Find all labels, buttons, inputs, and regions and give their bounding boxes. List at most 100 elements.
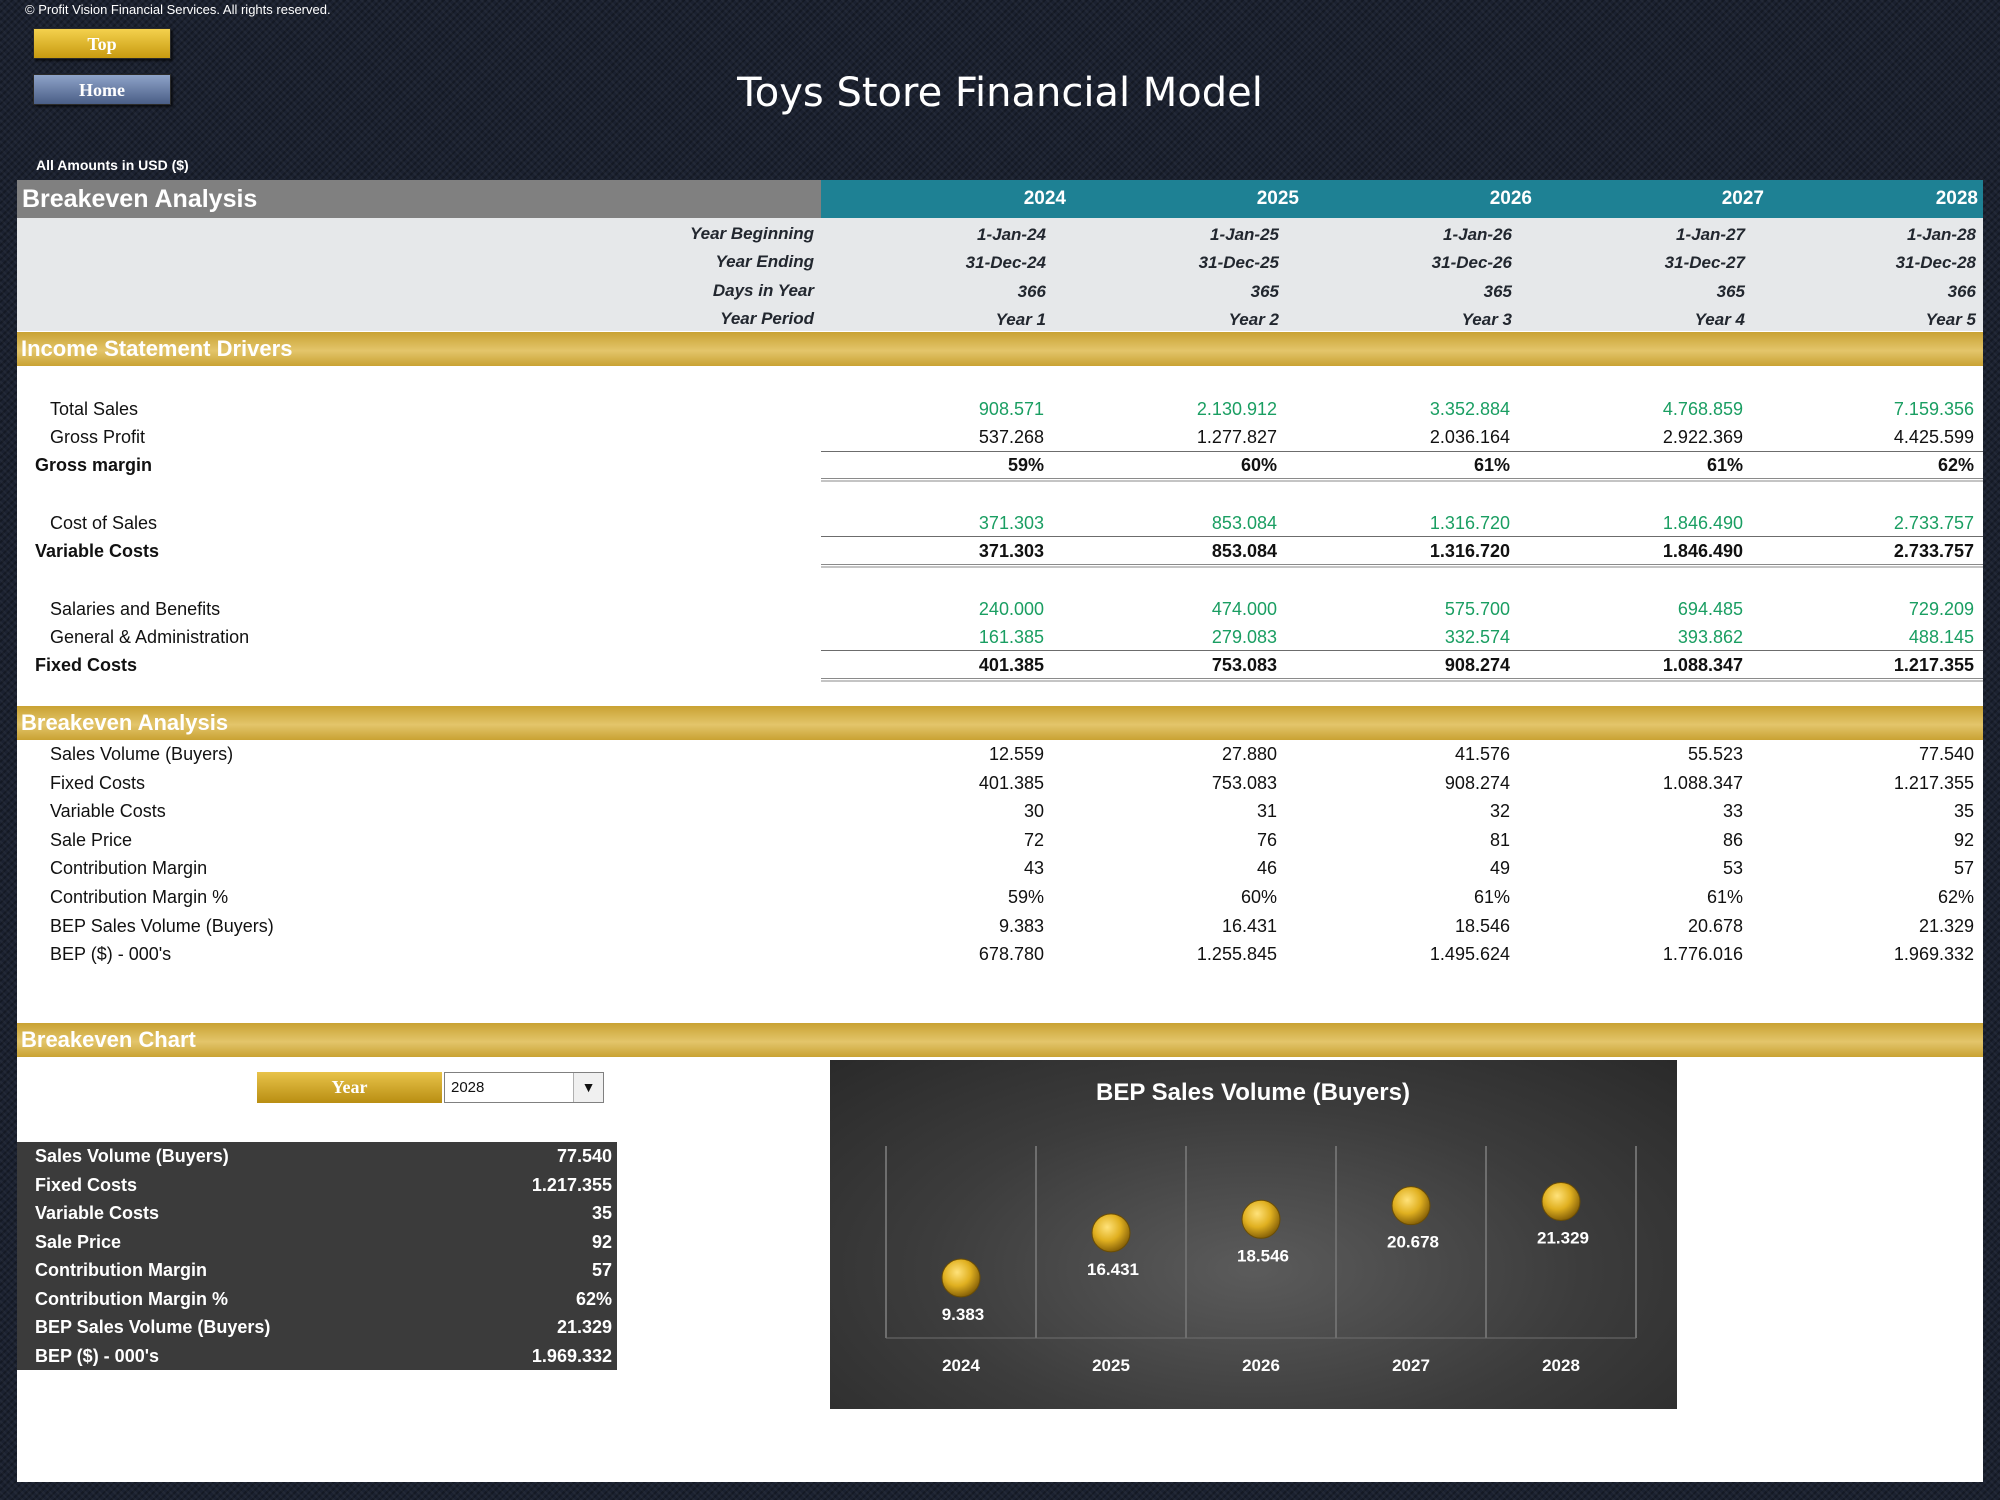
salaries-label: Salaries and Benefits	[50, 599, 221, 619]
summary-label: Sales Volume (Buyers)	[35, 1146, 229, 1166]
data-point-marker	[1091, 1213, 1131, 1253]
data-label: 21.329	[1537, 1228, 1589, 1247]
salaries-value: 474.000	[1211, 599, 1277, 619]
salaries-value: 729.209	[1908, 599, 1974, 619]
divider-line	[821, 451, 1983, 452]
home-button[interactable]: Home	[33, 74, 171, 105]
breakeven-row-label: Contribution Margin %	[50, 887, 229, 907]
ga-value: 279.083	[1211, 627, 1277, 647]
summary-value: 1.969.332	[531, 1345, 612, 1366]
fixed-costs-value: 1.088.347	[1662, 655, 1743, 675]
salaries-value: 240.000	[978, 599, 1044, 619]
copyright-text: © Profit Vision Financial Services. All …	[25, 2, 331, 17]
variable-costs-value: 1.846.490	[1662, 541, 1743, 561]
fixed-costs-label: Fixed Costs	[35, 655, 138, 675]
breakeven-row-value: 53	[1722, 858, 1743, 879]
salaries-value: 575.700	[1444, 599, 1510, 619]
year-beginning-value: 1-Jan-27	[1676, 225, 1745, 244]
breakeven-row-value: 77.540	[1918, 744, 1974, 764]
top-button[interactable]: Top	[33, 28, 171, 59]
summary-label: Contribution Margin	[35, 1260, 207, 1280]
cost-of-sales-value: 1.316.720	[1429, 513, 1510, 533]
year-period-label: Year Period	[720, 309, 814, 328]
summary-row: BEP ($) - 000's 1.969.332	[17, 1342, 617, 1371]
chevron-down-icon[interactable]: ▼	[573, 1073, 603, 1102]
data-label: 20.678	[1387, 1233, 1439, 1252]
summary-label: Contribution Margin %	[35, 1288, 228, 1309]
year-header-2028: 2028	[1935, 188, 1978, 209]
breakeven-row-value: 908.274	[1444, 772, 1510, 793]
data-label: 9.383	[942, 1305, 985, 1324]
ga-value: 393.862	[1677, 627, 1743, 647]
bep-chart-svg: BEP Sales Volume (Buyers) 9.383 2024 16.431…	[885, 1079, 1637, 1375]
year-beginning-value: 1-Jan-26	[1443, 225, 1512, 244]
x-tick-label: 2027	[1392, 1356, 1430, 1375]
breakeven-row-value: 1.969.332	[1893, 944, 1974, 965]
summary-value: 62%	[575, 1288, 612, 1309]
summary-label: Fixed Costs	[35, 1174, 138, 1195]
total-sales-value: 2.130.912	[1196, 399, 1277, 419]
x-tick-label: 2028	[1542, 1356, 1580, 1375]
breakeven-row-value: 43	[1023, 858, 1044, 879]
divider-line	[821, 536, 1983, 537]
breakeven-row-label: Sales Volume (Buyers)	[50, 744, 234, 764]
spreadsheet-sheet: Breakeven Analysis 2024 2025 2026 2027 2…	[17, 180, 1983, 1482]
breakeven-row-value: 9.383	[998, 915, 1044, 936]
summary-value: 77.540	[556, 1146, 612, 1166]
breakeven-row-value: 92	[1953, 829, 1974, 850]
summary-value: 57	[591, 1260, 612, 1280]
breakeven-row-label: Contribution Margin	[50, 858, 208, 879]
year-header-2027: 2027	[1721, 188, 1764, 209]
fixed-costs-value: 753.083	[1211, 655, 1277, 675]
summary-row: Sale Price 92	[17, 1228, 617, 1257]
app-title: Toys Store Financial Model	[737, 70, 1263, 116]
breakeven-row-value: 61%	[1706, 887, 1743, 907]
year-header-2024: 2024	[1023, 188, 1066, 209]
x-tick-label: 2025	[1092, 1356, 1130, 1375]
days-in-year-value: 366	[1017, 282, 1046, 301]
gross-margin-value: 60%	[1240, 455, 1277, 475]
data-point-marker	[1541, 1181, 1581, 1221]
breakeven-row-value: 61%	[1473, 887, 1510, 907]
breakeven-row-value: 27.880	[1221, 744, 1277, 764]
cost-of-sales-value: 853.084	[1211, 513, 1277, 533]
breakeven-row-value: 1.088.347	[1662, 772, 1743, 793]
summary-row: BEP Sales Volume (Buyers) 21.329	[17, 1313, 617, 1342]
gross-margin-value: 59%	[1007, 455, 1044, 475]
year-ending-value: 31-Dec-24	[965, 253, 1046, 272]
gross-margin-value: 61%	[1473, 455, 1510, 475]
breakeven-row-value: 46	[1256, 858, 1277, 879]
variable-costs-label: Variable Costs	[35, 541, 160, 561]
fixed-costs-value: 1.217.355	[1893, 655, 1974, 675]
fixed-costs-value: 908.274	[1444, 655, 1510, 675]
year-period-value: Year 1	[995, 310, 1046, 329]
total-sales-value: 908.571	[978, 399, 1044, 419]
data-point-marker	[1241, 1199, 1281, 1239]
summary-value: 92	[591, 1231, 612, 1252]
breakeven-row-value: 41.576	[1454, 744, 1510, 764]
breakeven-row-value: 1.776.016	[1662, 944, 1743, 965]
days-in-year-value: 366	[1947, 282, 1976, 301]
total-underline	[821, 564, 1983, 568]
summary-label: Variable Costs	[35, 1203, 160, 1223]
x-tick-label: 2024	[942, 1356, 980, 1375]
x-tick-label: 2026	[1242, 1356, 1280, 1375]
breakeven-row-value: 55.523	[1687, 744, 1743, 764]
total-underline	[821, 678, 1983, 682]
year-dropdown[interactable]: 2028 ▼	[444, 1072, 604, 1103]
breakeven-row-value: 57	[1953, 858, 1974, 879]
summary-label: BEP ($) - 000's	[35, 1345, 160, 1366]
breakeven-row-value: 72	[1023, 829, 1044, 850]
breakeven-row-value: 30	[1023, 801, 1044, 822]
cost-of-sales-value: 2.733.757	[1893, 513, 1974, 533]
total-sales-value: 4.768.859	[1662, 399, 1743, 419]
days-in-year-value: 365	[1716, 282, 1745, 301]
section-breakeven-chart: Breakeven Chart	[17, 1023, 1983, 1057]
breakeven-row-value: 31	[1256, 801, 1277, 822]
summary-row: Sales Volume (Buyers) 77.540	[17, 1142, 617, 1171]
year-period-value: Year 2	[1228, 310, 1279, 329]
total-sales-label: Total Sales	[50, 399, 139, 419]
year-beginning-value: 1-Jan-25	[1210, 225, 1279, 244]
gross-margin-value: 62%	[1937, 455, 1974, 475]
gross-profit-value: 537.268	[978, 427, 1044, 447]
